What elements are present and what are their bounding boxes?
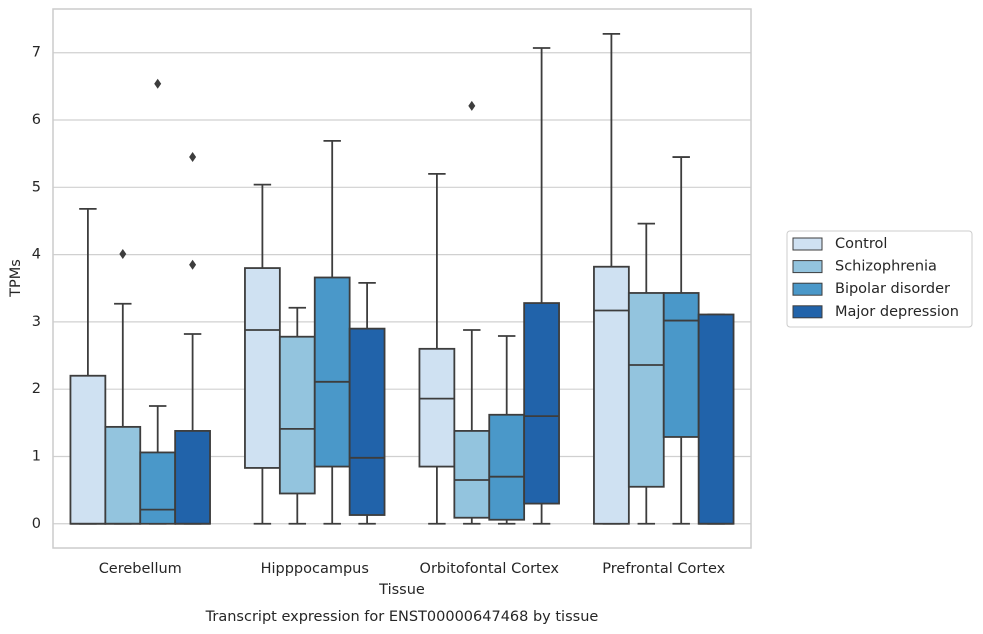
- box: [488, 413, 526, 521]
- y-tick-label: 4: [32, 247, 41, 263]
- y-tick-label: 2: [32, 381, 41, 397]
- outlier: [119, 248, 127, 259]
- y-tick-label: 7: [32, 45, 41, 61]
- x-tick-label: Hipppocampus: [261, 561, 369, 577]
- box: [627, 292, 665, 488]
- y-tick-label: 3: [32, 314, 41, 330]
- legend-swatch: [792, 282, 823, 296]
- box: [174, 430, 211, 525]
- legend-label: Major depression: [835, 304, 959, 320]
- box: [313, 276, 351, 468]
- plot-border: [52, 8, 752, 549]
- box: [69, 374, 107, 525]
- x-axis-label: Tissue: [378, 582, 425, 598]
- box: [697, 313, 735, 525]
- legend-label: Bipolar disorder: [835, 281, 950, 297]
- x-tick-label: Prefrontal Cortex: [602, 561, 725, 577]
- y-tick-label: 1: [32, 448, 41, 464]
- legend-label: Schizophrenia: [835, 259, 937, 275]
- x-tick-label: Orbitofontal Cortex: [420, 561, 560, 577]
- legend-swatch: [792, 260, 823, 274]
- box: [593, 265, 630, 525]
- x-tick-label: Cerebellum: [99, 561, 182, 577]
- box: [523, 302, 560, 505]
- chart-title: Transcript expression for ENST0000064746…: [205, 609, 599, 625]
- outlier: [468, 100, 476, 111]
- legend-label: Control: [835, 236, 887, 252]
- box: [348, 327, 386, 516]
- y-axis-label: TPMs: [8, 259, 24, 298]
- outlier: [189, 259, 197, 270]
- y-tick-label: 0: [32, 516, 41, 532]
- y-tick-label: 6: [32, 112, 41, 128]
- y-tick-label: 5: [32, 179, 41, 195]
- box: [662, 292, 700, 438]
- legend-swatch: [792, 305, 823, 319]
- legend-frame: [786, 230, 973, 328]
- box: [104, 425, 142, 525]
- box: [139, 451, 177, 525]
- box: [278, 335, 316, 495]
- box: [244, 267, 281, 469]
- box: [453, 430, 491, 519]
- outlier: [154, 78, 162, 89]
- outlier: [189, 152, 197, 163]
- box: [418, 347, 456, 468]
- legend-swatch: [792, 237, 823, 251]
